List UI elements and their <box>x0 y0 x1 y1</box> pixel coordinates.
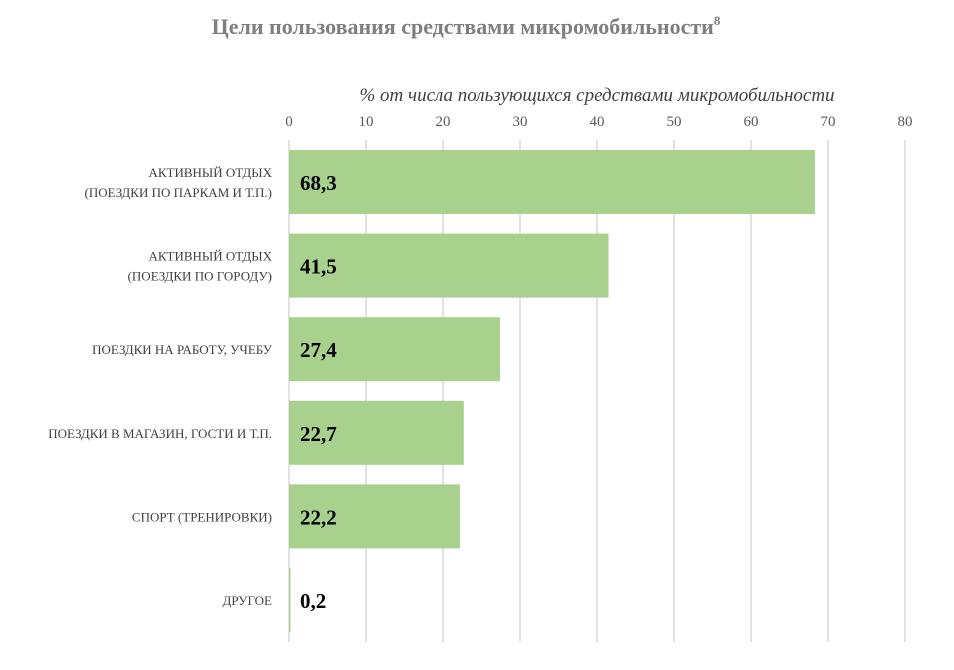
bar <box>289 317 500 382</box>
x-tick-label: 60 <box>744 114 759 130</box>
x-tick-label: 10 <box>359 114 374 130</box>
data-label: 0,2 <box>300 589 326 613</box>
bar <box>289 233 609 298</box>
x-tick-label: 0 <box>285 114 293 130</box>
bar <box>289 150 815 214</box>
category-label-line: СПОРТ (ТРЕНИРОВКИ) <box>132 509 272 524</box>
category-label: АКТИВНЫЙ ОТДЫХ (ПОЕЗДКИ ПО ПАРКАМ И Т.П.) <box>85 165 273 200</box>
x-axis-title: % от числа пользующихся средствами микро… <box>359 85 834 106</box>
data-label: 41,5 <box>300 255 337 279</box>
data-label: 22,2 <box>300 505 337 529</box>
category-label-line: (ПОЕЗДКИ ПО ПАРКАМ И Т.П.) <box>85 185 273 200</box>
category-label-line: ПОЕЗДКИ НА РАБОТУ, УЧЕБУ <box>92 342 273 357</box>
data-label: 27,4 <box>300 338 337 362</box>
x-tick-label: 80 <box>898 114 913 130</box>
x-tick-label: 20 <box>436 114 451 130</box>
chart-title: Цели пользования средствами микромобильн… <box>212 13 721 39</box>
data-label: 22,7 <box>300 422 337 446</box>
category-label-line: ПОЕЗДКИ В МАГАЗИН, ГОСТИ И Т.П. <box>48 426 272 441</box>
gridlines <box>288 140 906 642</box>
category-label: ПОЕЗДКИ В МАГАЗИН, ГОСТИ И Т.П. <box>48 426 272 441</box>
x-tick-labels: 0 10 20 30 40 50 60 70 80 <box>285 114 912 130</box>
category-label-line: (ПОЕЗДКИ ПО ГОРОДУ) <box>128 269 272 284</box>
category-label: ДРУГОЕ <box>223 593 273 608</box>
category-label-line: АКТИВНЫЙ ОТДЫХ <box>148 249 272 264</box>
bars <box>289 150 815 632</box>
data-label: 68,3 <box>300 171 337 195</box>
category-label: АКТИВНЫЙ ОТДЫХ (ПОЕЗДКИ ПО ГОРОДУ) <box>128 249 273 284</box>
category-label-line: АКТИВНЫЙ ОТДЫХ <box>148 165 272 180</box>
x-tick-label: 70 <box>821 114 836 130</box>
x-tick-label: 40 <box>590 114 605 130</box>
category-labels: АКТИВНЫЙ ОТДЫХ (ПОЕЗДКИ ПО ПАРКАМ И Т.П.)… <box>48 165 273 608</box>
bar <box>289 568 291 632</box>
bar <box>289 484 460 549</box>
category-label: ПОЕЗДКИ НА РАБОТУ, УЧЕБУ <box>92 342 273 357</box>
data-labels: 68,3 41,5 27,4 22,7 22,2 0,2 <box>300 171 337 613</box>
x-tick-label: 30 <box>513 114 528 130</box>
category-label: СПОРТ (ТРЕНИРОВКИ) <box>132 509 272 524</box>
category-label-line: ДРУГОЕ <box>223 593 273 608</box>
x-tick-label: 50 <box>667 114 682 130</box>
bar <box>289 400 464 465</box>
